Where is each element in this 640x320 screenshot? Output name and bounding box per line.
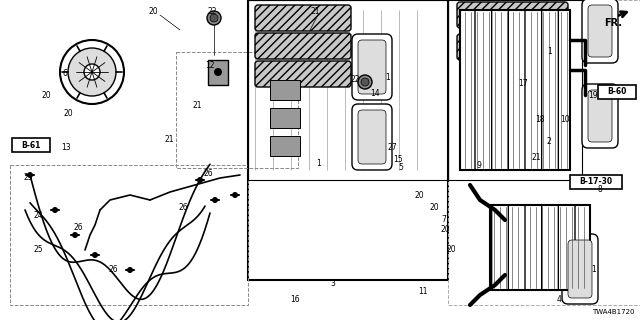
Text: 17: 17 bbox=[518, 78, 528, 87]
Text: 20: 20 bbox=[148, 7, 158, 17]
Circle shape bbox=[207, 11, 221, 25]
Text: 26: 26 bbox=[178, 203, 188, 212]
Bar bbox=[248, 0, 448, 180]
Circle shape bbox=[52, 207, 58, 213]
Text: 15: 15 bbox=[393, 156, 403, 164]
Text: 20: 20 bbox=[41, 92, 51, 100]
Text: 20: 20 bbox=[429, 204, 439, 212]
Text: 18: 18 bbox=[535, 116, 545, 124]
Circle shape bbox=[60, 40, 124, 104]
Text: TWA4B1720: TWA4B1720 bbox=[593, 309, 635, 315]
Bar bbox=[270, 108, 300, 128]
Text: 5: 5 bbox=[399, 164, 403, 172]
Text: 1: 1 bbox=[591, 266, 596, 275]
Text: 20: 20 bbox=[63, 108, 73, 117]
Text: 2: 2 bbox=[547, 138, 552, 147]
Text: B-61: B-61 bbox=[21, 140, 41, 149]
Text: 21: 21 bbox=[192, 100, 202, 109]
Text: 23: 23 bbox=[23, 172, 33, 181]
Bar bbox=[270, 80, 300, 100]
Text: 9: 9 bbox=[477, 161, 481, 170]
Bar bbox=[448, 0, 640, 305]
Text: 19: 19 bbox=[588, 91, 598, 100]
Text: 22: 22 bbox=[350, 76, 360, 84]
FancyBboxPatch shape bbox=[568, 240, 592, 298]
Text: 10: 10 bbox=[560, 116, 570, 124]
Text: 12: 12 bbox=[205, 61, 215, 70]
Bar bbox=[208, 60, 228, 85]
Text: 22: 22 bbox=[207, 7, 217, 17]
FancyBboxPatch shape bbox=[582, 84, 618, 148]
Text: 6: 6 bbox=[63, 68, 67, 77]
Text: 20: 20 bbox=[414, 190, 424, 199]
Text: B-17-30: B-17-30 bbox=[579, 178, 612, 187]
Text: 13: 13 bbox=[61, 143, 71, 153]
Text: 1: 1 bbox=[548, 47, 552, 57]
Bar bbox=[598, 85, 636, 99]
Text: 7: 7 bbox=[442, 215, 447, 225]
Text: 4: 4 bbox=[557, 295, 561, 305]
Bar bbox=[176, 52, 298, 168]
Bar bbox=[12, 138, 50, 152]
Text: FR.: FR. bbox=[604, 18, 622, 28]
Bar bbox=[570, 175, 622, 189]
Text: B-60: B-60 bbox=[607, 87, 627, 97]
Text: 1: 1 bbox=[317, 158, 321, 167]
Text: 27: 27 bbox=[387, 143, 397, 153]
Bar bbox=[448, 0, 582, 180]
Bar bbox=[10, 165, 248, 305]
FancyBboxPatch shape bbox=[582, 0, 618, 63]
Bar bbox=[490, 205, 590, 290]
FancyBboxPatch shape bbox=[352, 34, 392, 100]
FancyBboxPatch shape bbox=[457, 2, 568, 28]
Text: 14: 14 bbox=[370, 89, 380, 98]
FancyBboxPatch shape bbox=[457, 34, 568, 60]
FancyBboxPatch shape bbox=[255, 61, 351, 87]
Text: 25: 25 bbox=[33, 245, 43, 254]
Circle shape bbox=[84, 64, 100, 80]
FancyBboxPatch shape bbox=[588, 90, 612, 142]
Text: 16: 16 bbox=[290, 295, 300, 305]
Text: 20: 20 bbox=[440, 226, 450, 235]
Circle shape bbox=[68, 48, 116, 96]
Text: 3: 3 bbox=[331, 279, 335, 289]
Text: 24: 24 bbox=[33, 211, 43, 220]
Text: 26: 26 bbox=[73, 222, 83, 231]
Circle shape bbox=[27, 172, 33, 178]
Text: 21: 21 bbox=[164, 135, 173, 145]
FancyBboxPatch shape bbox=[588, 5, 612, 57]
FancyBboxPatch shape bbox=[358, 40, 386, 94]
Text: 20: 20 bbox=[446, 245, 456, 254]
Text: 8: 8 bbox=[598, 186, 602, 195]
Circle shape bbox=[92, 252, 98, 258]
Circle shape bbox=[214, 68, 222, 76]
Bar bbox=[270, 136, 300, 156]
Circle shape bbox=[358, 75, 372, 89]
Circle shape bbox=[72, 232, 78, 238]
Circle shape bbox=[212, 197, 218, 203]
Text: 21: 21 bbox=[531, 154, 541, 163]
Circle shape bbox=[210, 14, 218, 22]
FancyBboxPatch shape bbox=[358, 110, 386, 164]
FancyBboxPatch shape bbox=[255, 33, 351, 59]
Circle shape bbox=[127, 267, 133, 273]
Circle shape bbox=[197, 177, 203, 183]
Text: FR.: FR. bbox=[600, 5, 616, 14]
FancyBboxPatch shape bbox=[562, 234, 598, 304]
Text: 11: 11 bbox=[419, 287, 428, 297]
Bar bbox=[248, 0, 448, 280]
Text: 21: 21 bbox=[310, 7, 320, 17]
Bar bbox=[460, 10, 570, 170]
Circle shape bbox=[361, 78, 369, 86]
Circle shape bbox=[232, 192, 238, 198]
Text: 1: 1 bbox=[386, 74, 390, 83]
Text: 26: 26 bbox=[108, 265, 118, 274]
Text: 26: 26 bbox=[203, 170, 213, 179]
FancyBboxPatch shape bbox=[352, 104, 392, 170]
FancyBboxPatch shape bbox=[255, 5, 351, 31]
